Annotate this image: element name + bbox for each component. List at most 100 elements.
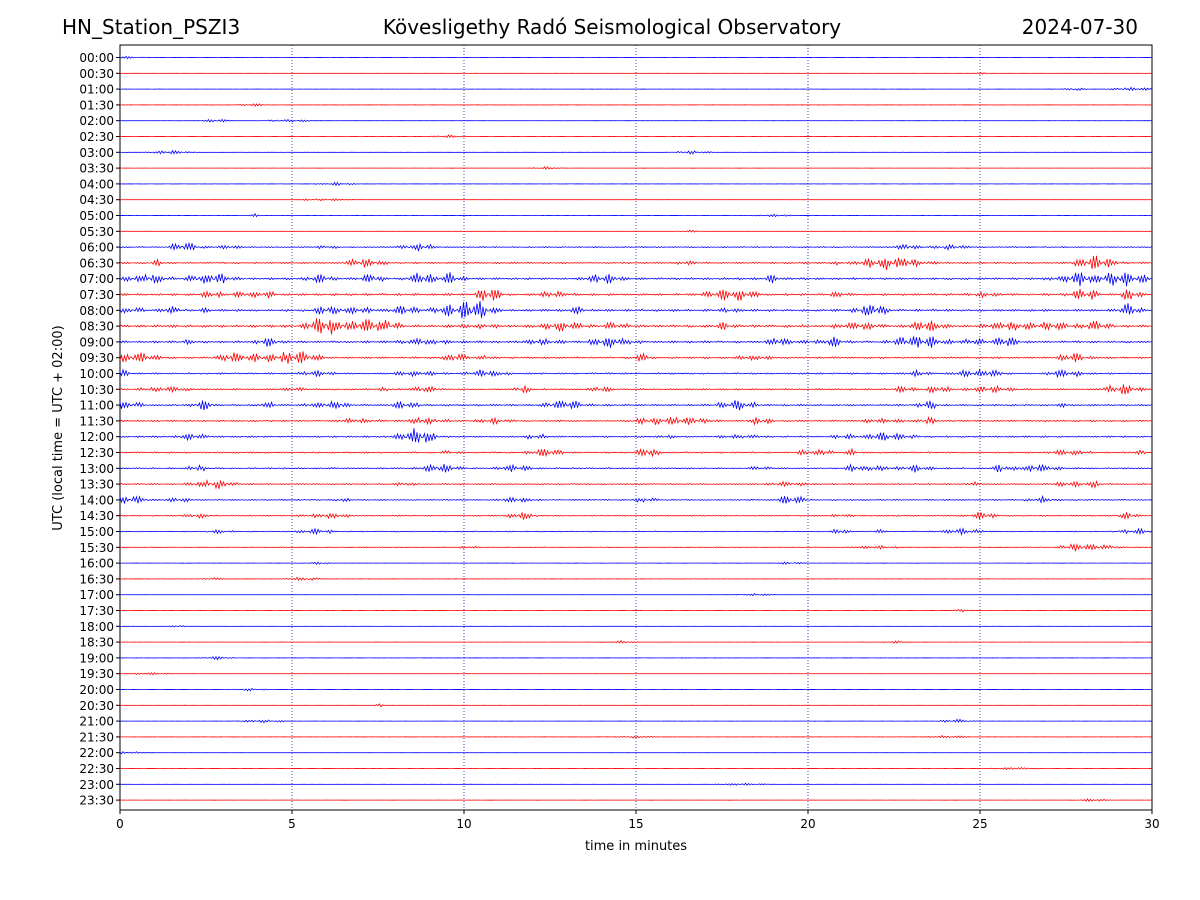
trace-1230 [119, 448, 1153, 458]
x-tick-label: 30 [1144, 817, 1159, 831]
x-tick-label: 0 [116, 817, 124, 831]
y-tick-label: 01:30 [79, 98, 114, 112]
y-tick-label: 13:00 [79, 462, 114, 476]
trace-0130 [119, 103, 1153, 107]
y-tick-label: 03:30 [79, 162, 114, 176]
y-tick-label: 11:30 [79, 414, 114, 428]
trace-1830 [119, 639, 1153, 644]
trace-0030 [119, 71, 1153, 75]
y-tick-label: 06:30 [79, 256, 114, 270]
observatory-title: Kövesligethy Radó Seismological Observat… [382, 15, 842, 39]
y-tick-label: 07:00 [79, 272, 114, 286]
y-tick-label: 17:30 [79, 604, 114, 618]
trace-2000 [119, 687, 1153, 692]
trace-1730 [119, 608, 1153, 613]
trace-0600 [119, 241, 1153, 252]
y-tick-label: 09:00 [79, 335, 114, 349]
trace-0400 [119, 181, 1153, 187]
y-tick-label: 19:30 [79, 667, 114, 681]
y-tick-label: 08:00 [79, 304, 114, 318]
trace-0100 [119, 86, 1153, 92]
y-tick-label: 12:30 [79, 446, 114, 460]
y-tick-label: 16:30 [79, 572, 114, 586]
y-tick-label: 14:00 [79, 493, 114, 507]
trace-1400 [119, 494, 1153, 505]
trace-0530 [119, 229, 1153, 233]
trace-1100 [119, 400, 1153, 411]
seismic-traces [119, 55, 1153, 802]
trace-1430 [119, 511, 1153, 521]
trace-0230 [119, 134, 1153, 139]
trace-1000 [119, 368, 1153, 379]
y-tick-label: 15:00 [79, 525, 114, 539]
trace-2230 [119, 766, 1153, 771]
x-axis-ticks: 0 5 10 15 20 25 30 [116, 810, 1160, 831]
trace-1330 [119, 479, 1153, 490]
trace-1600 [119, 561, 1153, 566]
trace-2300 [119, 782, 1153, 786]
y-tick-label: 03:00 [79, 146, 114, 160]
x-tick-label: 15 [628, 817, 643, 831]
trace-1200 [119, 428, 1153, 443]
y-tick-label: 20:30 [79, 699, 114, 713]
y-tick-label: 18:30 [79, 636, 114, 650]
y-tick-label: 22:30 [79, 762, 114, 776]
y-tick-label: 08:30 [79, 320, 114, 334]
trace-2100 [119, 718, 1153, 724]
trace-1930 [119, 672, 1153, 676]
y-tick-label: 18:00 [79, 620, 114, 634]
y-tick-label: 21:30 [79, 730, 114, 744]
trace-0430 [119, 197, 1153, 202]
y-tick-label: 05:30 [79, 225, 114, 239]
trace-1800 [119, 625, 1153, 628]
trace-0300 [119, 149, 1153, 155]
y-axis-label: UTC (local time = UTC + 02:00) [51, 325, 66, 530]
trace-0930 [119, 351, 1153, 364]
trace-1630 [119, 576, 1153, 582]
trace-0630 [119, 255, 1153, 271]
y-tick-label: 10:30 [79, 383, 114, 397]
y-tick-label: 01:00 [79, 83, 114, 97]
trace-1900 [119, 655, 1153, 661]
y-tick-label: 00:00 [79, 51, 114, 65]
y-tick-label: 15:30 [79, 541, 114, 555]
trace-2030 [119, 703, 1153, 708]
y-tick-label: 11:00 [79, 399, 114, 413]
trace-0500 [119, 212, 1153, 218]
y-tick-label: 09:30 [79, 351, 114, 365]
vertical-grid [291, 45, 981, 810]
y-tick-label: 02:00 [79, 114, 114, 128]
y-tick-label: 12:00 [79, 430, 114, 444]
trace-0200 [119, 118, 1153, 123]
y-tick-label: 14:30 [79, 509, 114, 523]
y-tick-label: 02:30 [79, 130, 114, 144]
y-tick-label: 17:00 [79, 588, 114, 602]
x-tick-label: 10 [456, 817, 471, 831]
y-tick-label: 07:30 [79, 288, 114, 302]
trace-1700 [119, 592, 1153, 597]
y-tick-label: 13:30 [79, 478, 114, 492]
x-tick-label: 5 [288, 817, 296, 831]
y-tick-label: 05:00 [79, 209, 114, 223]
trace-0700 [119, 272, 1152, 287]
trace-0830 [119, 318, 1153, 335]
record-date: 2024-07-30 [1021, 15, 1138, 39]
x-tick-label: 20 [800, 817, 815, 831]
y-tick-label: 06:00 [79, 241, 114, 255]
y-tick-label: 20:00 [79, 683, 114, 697]
y-tick-label: 21:00 [79, 715, 114, 729]
y-tick-label: 00:30 [79, 67, 114, 81]
y-tick-label: 23:00 [79, 778, 114, 792]
x-tick-label: 25 [972, 817, 987, 831]
trace-2330 [119, 798, 1153, 802]
trace-1530 [119, 543, 1153, 552]
y-tick-label: 19:00 [79, 651, 114, 665]
trace-0800 [119, 301, 1153, 319]
trace-0000 [119, 55, 1153, 60]
trace-1500 [119, 527, 1153, 537]
y-tick-label: 23:30 [79, 794, 114, 808]
trace-0900 [119, 336, 1153, 348]
trace-2200 [119, 751, 1153, 755]
